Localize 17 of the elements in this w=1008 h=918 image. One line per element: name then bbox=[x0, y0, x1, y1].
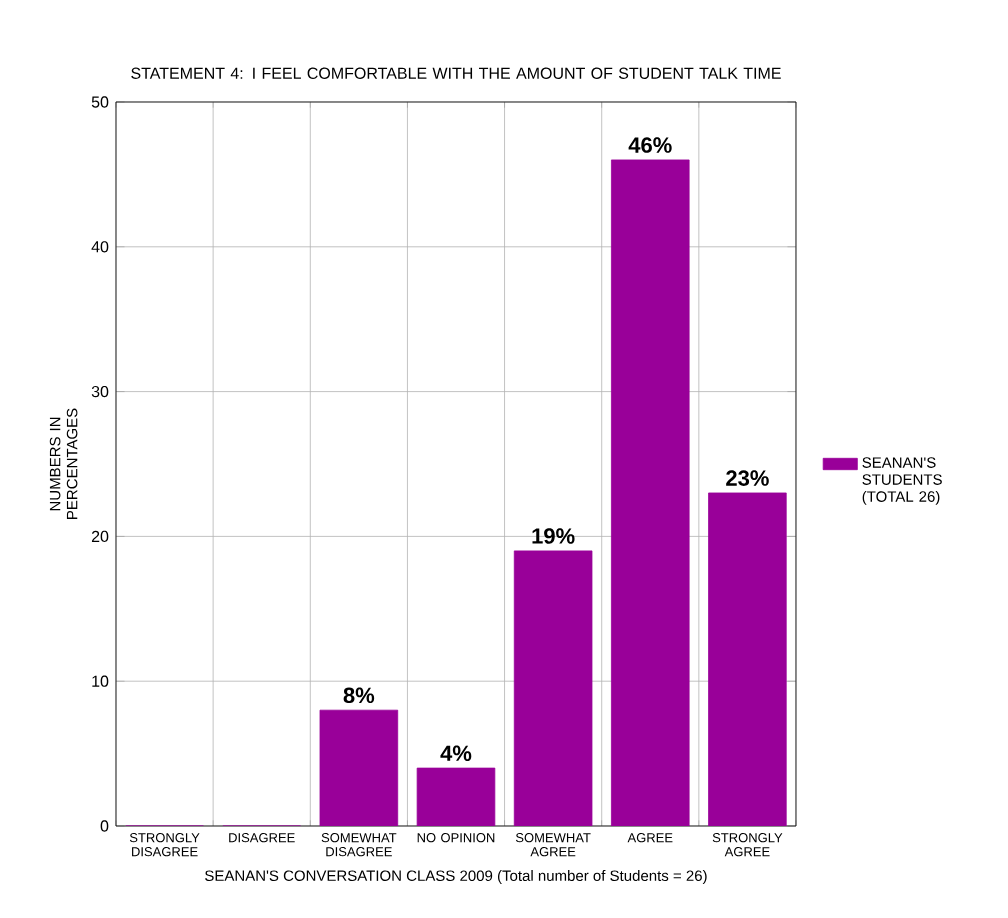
y-tick-label: 10 bbox=[92, 675, 109, 687]
chart-title: STATEMENT 4: I FEEL COMFORTABLE WITH THE AMOUNT OF STUDENT TALK TIME bbox=[131, 67, 781, 79]
data-label: 4% bbox=[440, 745, 472, 761]
y-tick-label: 40 bbox=[91, 241, 109, 253]
y-tick-label: 30 bbox=[91, 385, 109, 398]
bar bbox=[708, 492, 787, 826]
bar bbox=[513, 550, 593, 826]
y-tick-label: 20 bbox=[91, 530, 109, 543]
bar bbox=[319, 709, 399, 826]
bar bbox=[611, 159, 690, 826]
bar bbox=[416, 767, 496, 826]
data-label: 8% bbox=[343, 687, 375, 704]
data-label: 19% bbox=[532, 528, 575, 544]
y-tick-label: 50 bbox=[91, 96, 109, 108]
data-label: 23% bbox=[726, 470, 769, 486]
y-tick-label: 0 bbox=[100, 820, 109, 832]
data-label: 46% bbox=[628, 137, 672, 153]
